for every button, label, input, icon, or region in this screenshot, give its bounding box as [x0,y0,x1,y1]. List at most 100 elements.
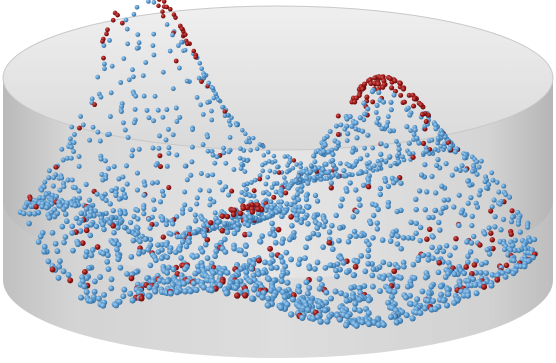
particle [434,249,440,255]
particle [502,247,507,252]
particle [206,81,211,86]
particle [366,242,372,248]
particle [242,251,248,257]
particle [164,270,170,276]
particle [388,164,393,169]
particle [283,190,288,195]
particle [193,55,198,60]
particle [77,154,82,159]
particle [137,147,142,152]
particle [361,183,366,188]
particle [525,225,530,230]
particle [468,195,473,200]
particle [176,43,181,48]
particle [488,231,493,236]
particle [454,166,459,171]
particle [336,113,341,118]
particle [453,149,458,154]
particle [221,146,226,151]
particle [482,231,487,236]
particle [142,94,147,99]
particle [469,240,474,245]
particle [413,207,418,212]
particle [414,136,419,141]
particle [352,301,358,307]
particle [510,208,515,213]
particle [345,138,350,143]
particle [435,157,440,162]
particle [167,249,173,255]
particle [151,43,156,48]
particle [404,312,410,318]
particle [182,189,187,194]
particle [108,114,113,119]
particle [133,107,138,112]
particle [44,205,50,211]
particle [425,257,431,263]
particle [258,239,264,245]
particle [498,227,503,232]
particle [391,180,396,185]
particle [328,129,333,134]
particle [185,79,190,84]
particle [338,122,343,127]
particle [421,141,426,146]
particle [343,292,349,298]
particle [334,124,339,129]
particle [457,193,462,198]
particle [379,141,384,146]
particle [222,109,227,114]
particle [77,164,82,169]
particle [304,176,309,181]
particle [433,190,438,195]
particle [447,253,453,259]
particle [27,211,33,217]
particle-render [0,0,556,363]
particle [123,211,128,216]
particle [135,188,140,193]
particle [345,131,350,136]
particle [362,268,368,274]
particle [261,215,266,220]
particle [336,238,342,244]
particle [197,61,202,66]
particle [243,243,249,249]
particle [376,116,381,121]
particle [220,213,226,219]
particle [105,266,111,272]
particle [276,227,282,233]
particle [432,208,437,213]
particle [174,289,180,295]
particle [438,283,444,289]
particle [362,146,367,151]
particle [322,265,328,271]
particle [315,198,320,203]
particle [403,295,409,301]
particle [444,243,450,249]
particle [185,177,190,182]
particle [78,211,84,217]
particle [210,172,215,177]
particle [406,235,412,241]
particle [349,124,354,129]
particle [78,114,83,119]
particle [333,213,339,219]
particle [209,118,214,123]
particle [419,102,424,107]
particle [39,188,44,193]
particle [215,220,221,226]
particle [227,149,232,154]
particle [284,280,290,286]
particle [424,189,429,194]
particle [141,73,146,78]
particle [304,197,309,202]
particle [358,115,363,120]
particle [150,181,155,186]
particle [388,314,394,320]
particle [456,223,461,228]
particle [67,277,73,283]
particle [220,105,225,110]
particle [312,266,318,272]
particle [130,148,135,153]
particle [328,262,334,268]
